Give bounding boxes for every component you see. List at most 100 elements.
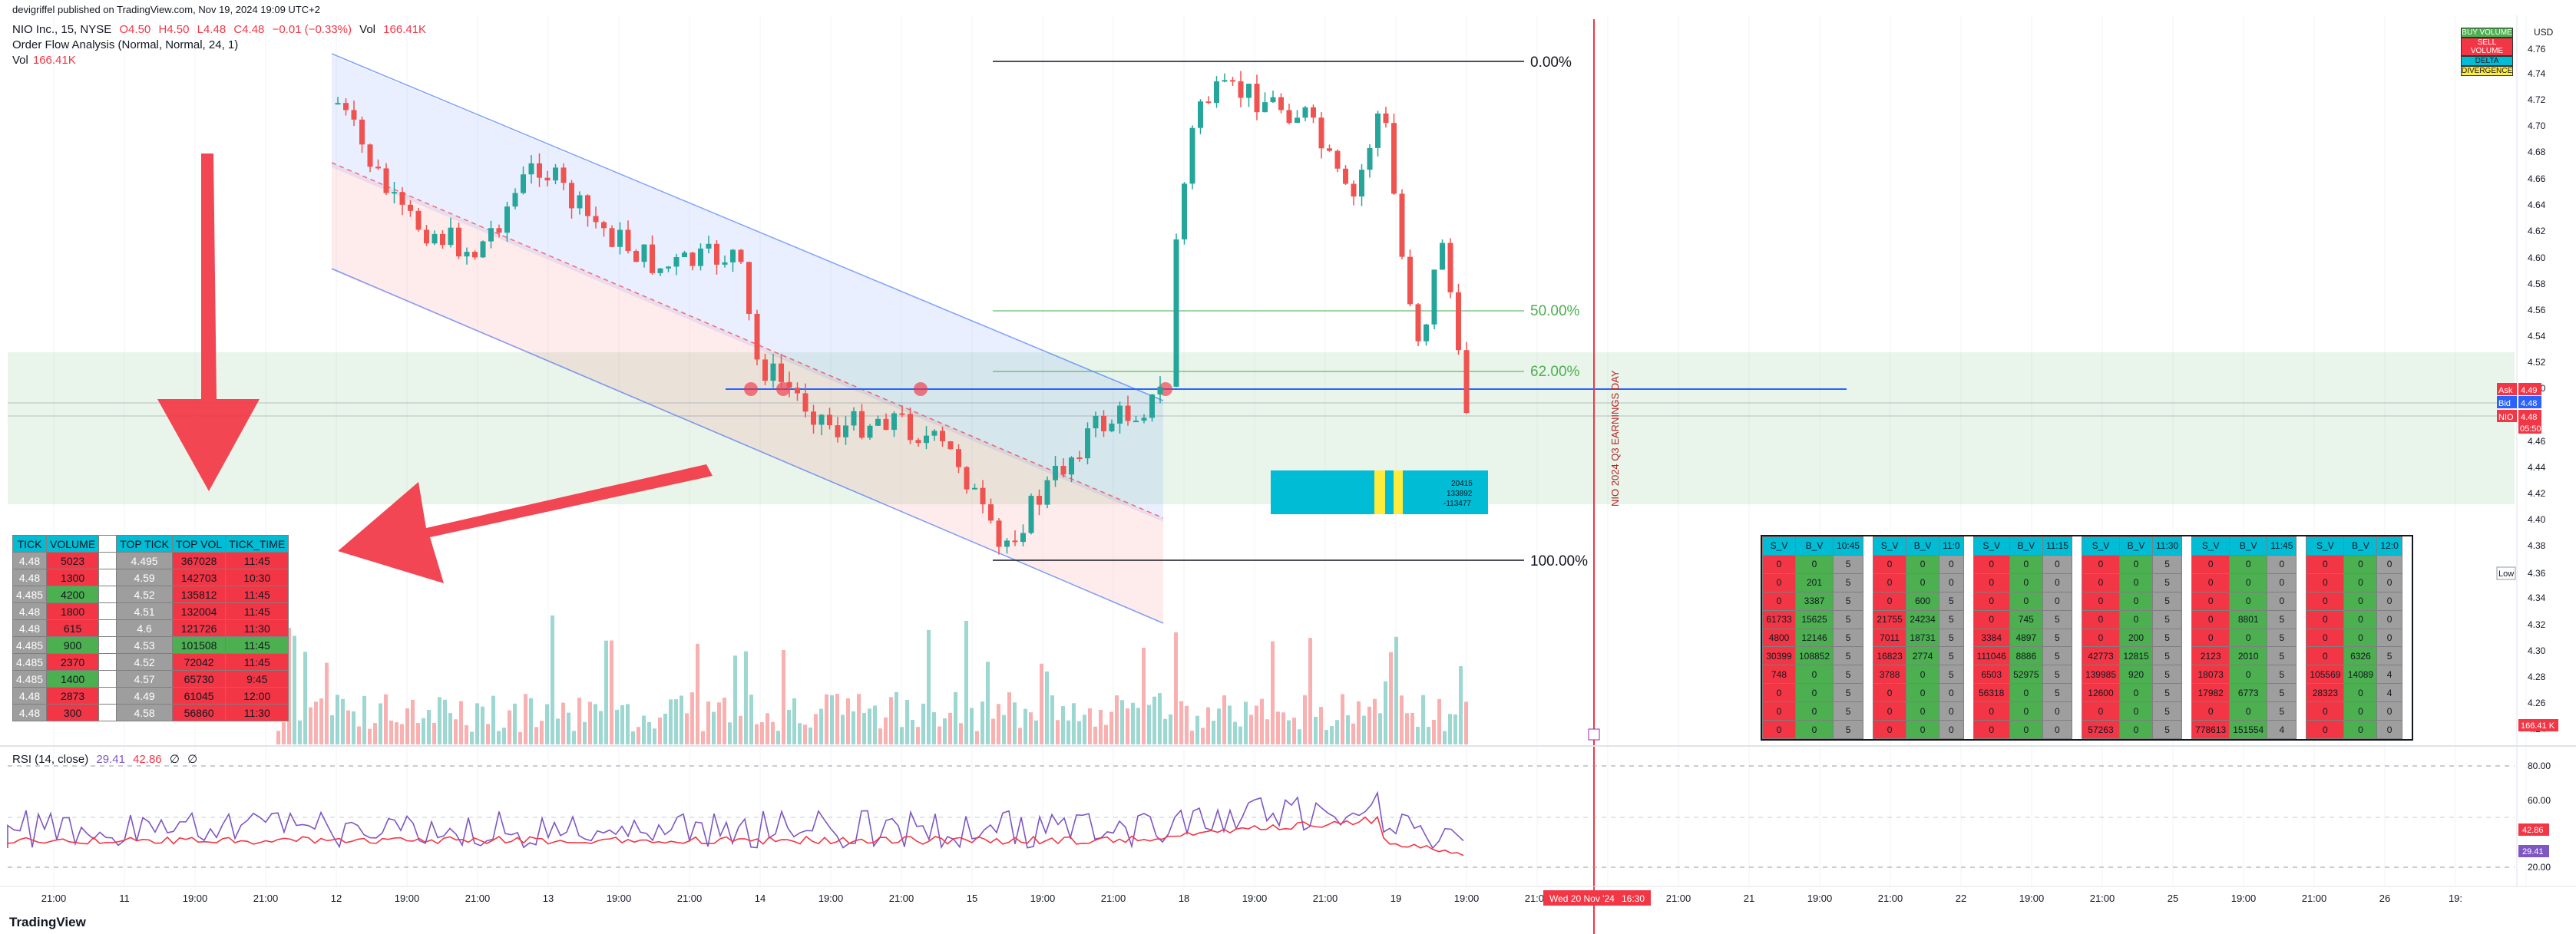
- fib-label-100: 100.00%: [1530, 553, 1588, 569]
- candle-body: [972, 487, 977, 490]
- volume-bar: [1045, 671, 1049, 744]
- flow-cell: 5: [2267, 646, 2297, 666]
- tick-table-cell: 4.51: [116, 602, 173, 620]
- tick-table-cell: 11:45: [225, 586, 289, 603]
- flow-cell: 4800: [1762, 628, 1796, 648]
- volume-bar: [303, 652, 307, 744]
- candle-body: [657, 268, 663, 273]
- rsi-val1: 42.86: [2522, 826, 2544, 835]
- tick-table-cell: [98, 670, 117, 688]
- flow-cell: 0: [1906, 683, 1940, 703]
- volume-bar: [997, 704, 1000, 744]
- tick-table-cell: 12:00: [225, 687, 289, 705]
- flow-row: 139985 920 5: [2081, 665, 2183, 685]
- flow-cell: 0: [2306, 720, 2345, 739]
- price-tick: 4.66: [2528, 173, 2546, 184]
- volume-bar: [1228, 705, 1232, 744]
- indicator-line[interactable]: Order Flow Analysis (Normal, Normal, 24,…: [12, 38, 239, 51]
- candle-body: [1238, 81, 1244, 98]
- candle-body: [1318, 117, 1324, 149]
- flow-cell: 5: [1833, 701, 1864, 721]
- volume-bar: [1448, 714, 1452, 744]
- volume-bar: [787, 709, 791, 744]
- low-value: L4.48: [197, 23, 227, 36]
- price-tick: 4.56: [2528, 305, 2546, 315]
- flow-cell: 5: [1833, 591, 1864, 611]
- countdown: 05:50: [2520, 424, 2541, 434]
- tick-table-cell: [98, 552, 117, 569]
- time-label: 26: [2379, 893, 2390, 904]
- tradingview-logo[interactable]: TradingView: [9, 915, 86, 929]
- volume-bar: [368, 728, 372, 744]
- flow-cell: 5: [2151, 554, 2183, 574]
- candle-body: [1295, 117, 1300, 124]
- tick-table-cell: 4.48: [12, 602, 48, 620]
- flow-cell: 7011: [1873, 628, 1907, 648]
- tick-table-cell: 4.57: [116, 670, 173, 688]
- flow-header: B_V: [2119, 536, 2153, 556]
- open-value: O4.50: [119, 23, 151, 36]
- flow-header: S_V: [1873, 536, 1907, 556]
- volume-bar: [766, 713, 769, 744]
- tick-table-cell: 11:45: [225, 602, 289, 620]
- candle-body: [448, 227, 454, 246]
- volume-bar: [782, 649, 785, 744]
- flow-cell: 0: [2306, 701, 2345, 721]
- volume-bar: [658, 717, 662, 744]
- flow-cell: 920: [2119, 665, 2153, 685]
- flow-cell: 6503: [1973, 665, 2010, 685]
- volume-bar: [1389, 652, 1393, 744]
- volume-bar: [889, 697, 893, 744]
- time-label: 19:00: [1807, 893, 1833, 904]
- flow-header: B_V: [1906, 536, 1940, 556]
- flow-cell: 0: [2376, 591, 2402, 611]
- nio-box: [2518, 410, 2541, 422]
- volume-bar: [438, 697, 441, 744]
- candle-body: [1440, 243, 1445, 270]
- flow-row: 105569 14089 4: [2306, 665, 2402, 685]
- symbol-name[interactable]: NIO Inc., 15, NYSE: [12, 23, 112, 36]
- flow-cell: 0: [2042, 573, 2072, 592]
- flow-cell: 16823: [1873, 646, 1907, 666]
- flow-group: S_V B_V 11:45 0 0 0 0 0 0 0 0 0 0 8801 5 0 0 5 2123 2010 5 18…: [2191, 536, 2297, 739]
- flow-row: 0 201 5: [1762, 573, 1864, 592]
- time-label: 18: [1179, 893, 1189, 904]
- ask-tag: [2497, 383, 2517, 395]
- flow-header: B_V: [2343, 536, 2378, 556]
- volume-bar: [814, 714, 818, 744]
- time-label: 19:00: [1242, 893, 1268, 904]
- volume-bar: [1147, 705, 1151, 744]
- legend-sell: SELL VOLUME: [2461, 38, 2513, 56]
- flow-cell: 3788: [1873, 665, 1907, 685]
- candle-body: [593, 216, 599, 223]
- volume-bar: [1255, 705, 1258, 744]
- candle-body: [1278, 97, 1284, 111]
- tick-table-cell: 65730: [171, 670, 227, 688]
- candle-body: [1270, 97, 1276, 103]
- rsi-header[interactable]: RSI (14, close) 29.41 42.86 ∅ ∅: [12, 753, 198, 766]
- flow-header: 12:0: [2376, 536, 2402, 556]
- candle-body: [1044, 480, 1050, 505]
- price-tick: 4.34: [2528, 592, 2546, 603]
- volume-bar: [583, 721, 587, 744]
- volume-bar: [486, 724, 490, 744]
- price-tick: 4.62: [2528, 226, 2546, 236]
- symbol-line: NIO Inc., 15, NYSE O4.50 H4.50 L4.48 C4.…: [12, 23, 431, 37]
- volume-bar: [502, 728, 506, 744]
- volume-bar: [771, 721, 775, 744]
- candle-body: [609, 228, 615, 247]
- time-label: 11: [119, 893, 130, 904]
- candle-body: [1407, 256, 1413, 305]
- candle-body: [964, 467, 970, 490]
- volume-bar: [470, 731, 474, 744]
- price-tick: 4.64: [2528, 200, 2546, 210]
- volume-bar: [481, 706, 484, 744]
- volume-line[interactable]: Vol 166.41K: [12, 54, 76, 67]
- bid-value: 4.48: [2521, 399, 2537, 408]
